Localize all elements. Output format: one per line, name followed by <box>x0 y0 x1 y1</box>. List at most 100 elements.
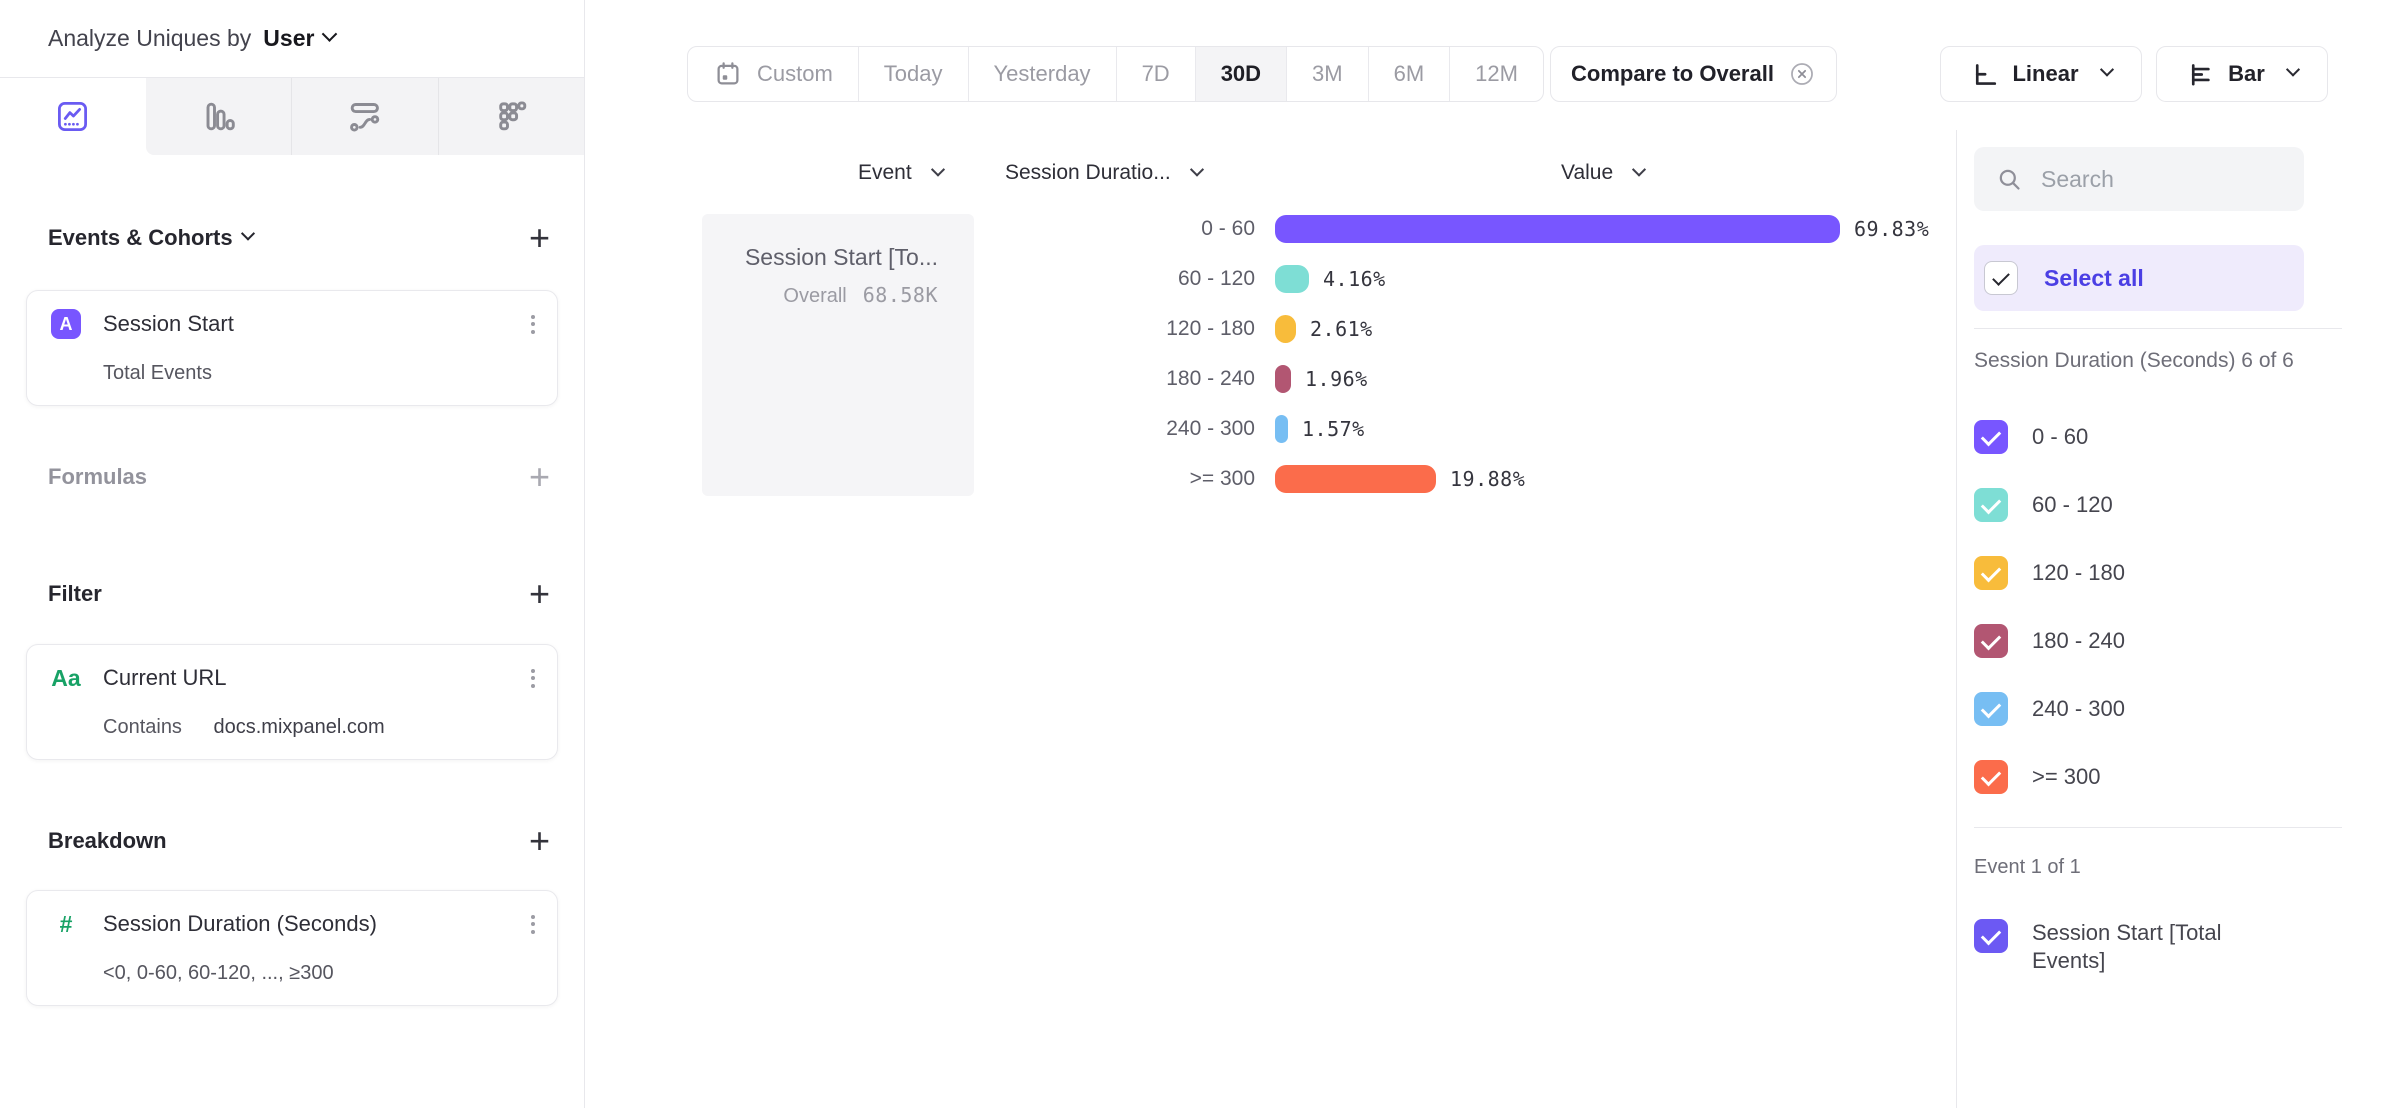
bar-segment[interactable] <box>1275 315 1296 343</box>
add-breakdown-button[interactable]: + <box>528 820 550 861</box>
legend-item-label: 240 - 300 <box>2032 696 2125 721</box>
checkmark-icon <box>1980 765 2002 786</box>
bar-value-label: 2.61% <box>1310 317 1373 341</box>
legend-item[interactable]: 120 - 180 <box>1974 539 2398 607</box>
calendar-icon <box>713 59 743 89</box>
bar-segment[interactable] <box>1275 215 1840 243</box>
select-all-row[interactable]: Select all <box>1974 245 2304 311</box>
date-range-yesterday[interactable]: Yesterday <box>967 47 1116 101</box>
formulas-title: Formulas <box>48 464 148 489</box>
legend-checkbox[interactable] <box>1974 556 2008 590</box>
legend-checkbox[interactable] <box>1974 624 2008 658</box>
event-legend-item[interactable]: Session Start [Total Events] <box>1974 919 2398 975</box>
breakdown-card-session-duration[interactable]: # Session Duration (Seconds) <0, 0-60, 6… <box>26 890 558 1006</box>
legend-search-input[interactable]: Search <box>1974 147 2304 211</box>
analyze-by-dropdown[interactable]: User <box>263 25 338 52</box>
kebab-menu-icon[interactable] <box>525 311 541 338</box>
date-range-label: Today <box>883 61 943 86</box>
checkmark-icon <box>1980 493 2002 514</box>
bar-segment[interactable] <box>1275 465 1436 493</box>
chart-type-selector[interactable]: Bar <box>2156 46 2328 102</box>
query-builder-sidebar: Analyze Uniques by User <box>0 0 585 1108</box>
chevron-down-icon[interactable] <box>240 226 255 241</box>
bar-value-label: 19.88% <box>1450 467 1526 491</box>
event-card-subtitle[interactable]: Total Events <box>103 362 212 384</box>
bar-value-label: 69.83% <box>1854 217 1930 241</box>
string-property-icon: Aa <box>51 664 81 691</box>
bar-segment[interactable] <box>1275 265 1309 293</box>
date-range-7d[interactable]: 7D <box>1115 47 1195 101</box>
date-range-label: Custom <box>757 61 833 86</box>
legend-item-label: 60 - 120 <box>2032 492 2113 517</box>
bar-segment[interactable] <box>1275 365 1291 393</box>
event-card-session-start[interactable]: A Session Start Total Events <box>26 290 558 406</box>
event-series-cell[interactable]: Session Start [To... Overall 68.58K <box>702 214 974 496</box>
filter-card-current-url[interactable]: Aa Current URL Contains docs.mixpanel.co… <box>26 644 558 760</box>
bar-value-label: 1.96% <box>1305 367 1368 391</box>
filter-card-title: Current URL <box>103 665 227 690</box>
date-range-3m[interactable]: 3M <box>1286 47 1368 101</box>
chevron-down-icon <box>2099 62 2114 77</box>
select-all-label: Select all <box>2044 264 2144 291</box>
date-range-custom[interactable]: Custom <box>688 47 858 101</box>
event-series-overall: Overall 68.58K <box>702 283 938 308</box>
column-header-breakdown[interactable]: Session Duratio... <box>1005 161 1204 185</box>
date-range-label: 12M <box>1475 61 1518 86</box>
legend-checkbox[interactable] <box>1974 420 2008 454</box>
date-range-30d-selected[interactable]: 30D <box>1194 47 1287 101</box>
section-events-cohorts: Events & Cohorts + <box>26 217 558 258</box>
analyze-header: Analyze Uniques by User <box>0 0 584 78</box>
legend-checkbox[interactable] <box>1974 692 2008 726</box>
tab-funnels[interactable] <box>145 78 291 155</box>
section-filter: Filter + <box>26 573 558 614</box>
scale-selector[interactable]: Linear <box>1940 46 2142 102</box>
date-range-label: Yesterday <box>993 61 1091 86</box>
legend-item[interactable]: 240 - 300 <box>1974 675 2398 743</box>
column-header-event[interactable]: Event <box>858 161 945 185</box>
add-event-button[interactable]: + <box>528 217 550 258</box>
column-header-label: Event <box>858 161 912 184</box>
kebab-menu-icon[interactable] <box>525 665 541 692</box>
bar-segment[interactable] <box>1275 415 1288 443</box>
event-card-title: Session Start <box>103 311 234 336</box>
compare-to-overall-chip[interactable]: Compare to Overall <box>1550 46 1837 102</box>
bar-category-label: 0 - 60 <box>1201 217 1255 240</box>
legend-item[interactable]: >= 300 <box>1974 743 2398 811</box>
bar-row: 60 - 120 4.16% <box>1015 265 1386 293</box>
tab-insights[interactable] <box>0 78 146 155</box>
select-all-checkbox[interactable] <box>1984 261 2018 295</box>
insights-chart-icon <box>54 98 91 135</box>
breakdown-card-title: Session Duration (Seconds) <box>103 911 377 936</box>
bar-category-label: 120 - 180 <box>1166 317 1255 340</box>
overall-value: 68.58K <box>862 283 938 307</box>
checkmark-icon <box>1980 561 2002 582</box>
retention-grid-icon <box>493 98 530 135</box>
legend-item[interactable]: 60 - 120 <box>1974 471 2398 539</box>
bar-row: 120 - 180 2.61% <box>1015 315 1373 343</box>
kebab-menu-icon[interactable] <box>525 911 541 938</box>
legend-checkbox[interactable] <box>1974 760 2008 794</box>
event-legend-label: Session Start [Total Events] <box>2032 920 2222 973</box>
add-formula-button[interactable]: + <box>528 456 550 497</box>
search-placeholder: Search <box>2041 165 2114 192</box>
breakdown-card-buckets[interactable]: <0, 0-60, 60-120, ..., ≥300 <box>103 962 334 984</box>
date-range-12m[interactable]: 12M <box>1449 47 1543 101</box>
date-range-today[interactable]: Today <box>857 47 968 101</box>
chevron-down-icon <box>930 162 945 177</box>
date-range-label: 3M <box>1312 61 1343 86</box>
remove-compare-icon[interactable] <box>1788 60 1816 88</box>
filter-card-condition[interactable]: Contains docs.mixpanel.com <box>103 715 541 739</box>
legend-item[interactable]: 180 - 240 <box>1974 607 2398 675</box>
query-builder-body: Events & Cohorts + A Session Start Total… <box>0 217 584 1006</box>
legend-item[interactable]: 0 - 60 <box>1974 403 2398 471</box>
event-item-checkbox[interactable] <box>1974 919 2008 953</box>
filter-operator[interactable]: Contains <box>103 716 182 738</box>
add-filter-button[interactable]: + <box>528 573 550 614</box>
tab-flows[interactable] <box>291 78 438 155</box>
legend-checkbox[interactable] <box>1974 488 2008 522</box>
filter-value[interactable]: docs.mixpanel.com <box>213 716 385 738</box>
column-header-value[interactable]: Value <box>1561 161 1647 185</box>
bar-category-label: 240 - 300 <box>1166 417 1255 440</box>
tab-retention[interactable] <box>437 78 584 155</box>
date-range-6m[interactable]: 6M <box>1367 47 1450 101</box>
